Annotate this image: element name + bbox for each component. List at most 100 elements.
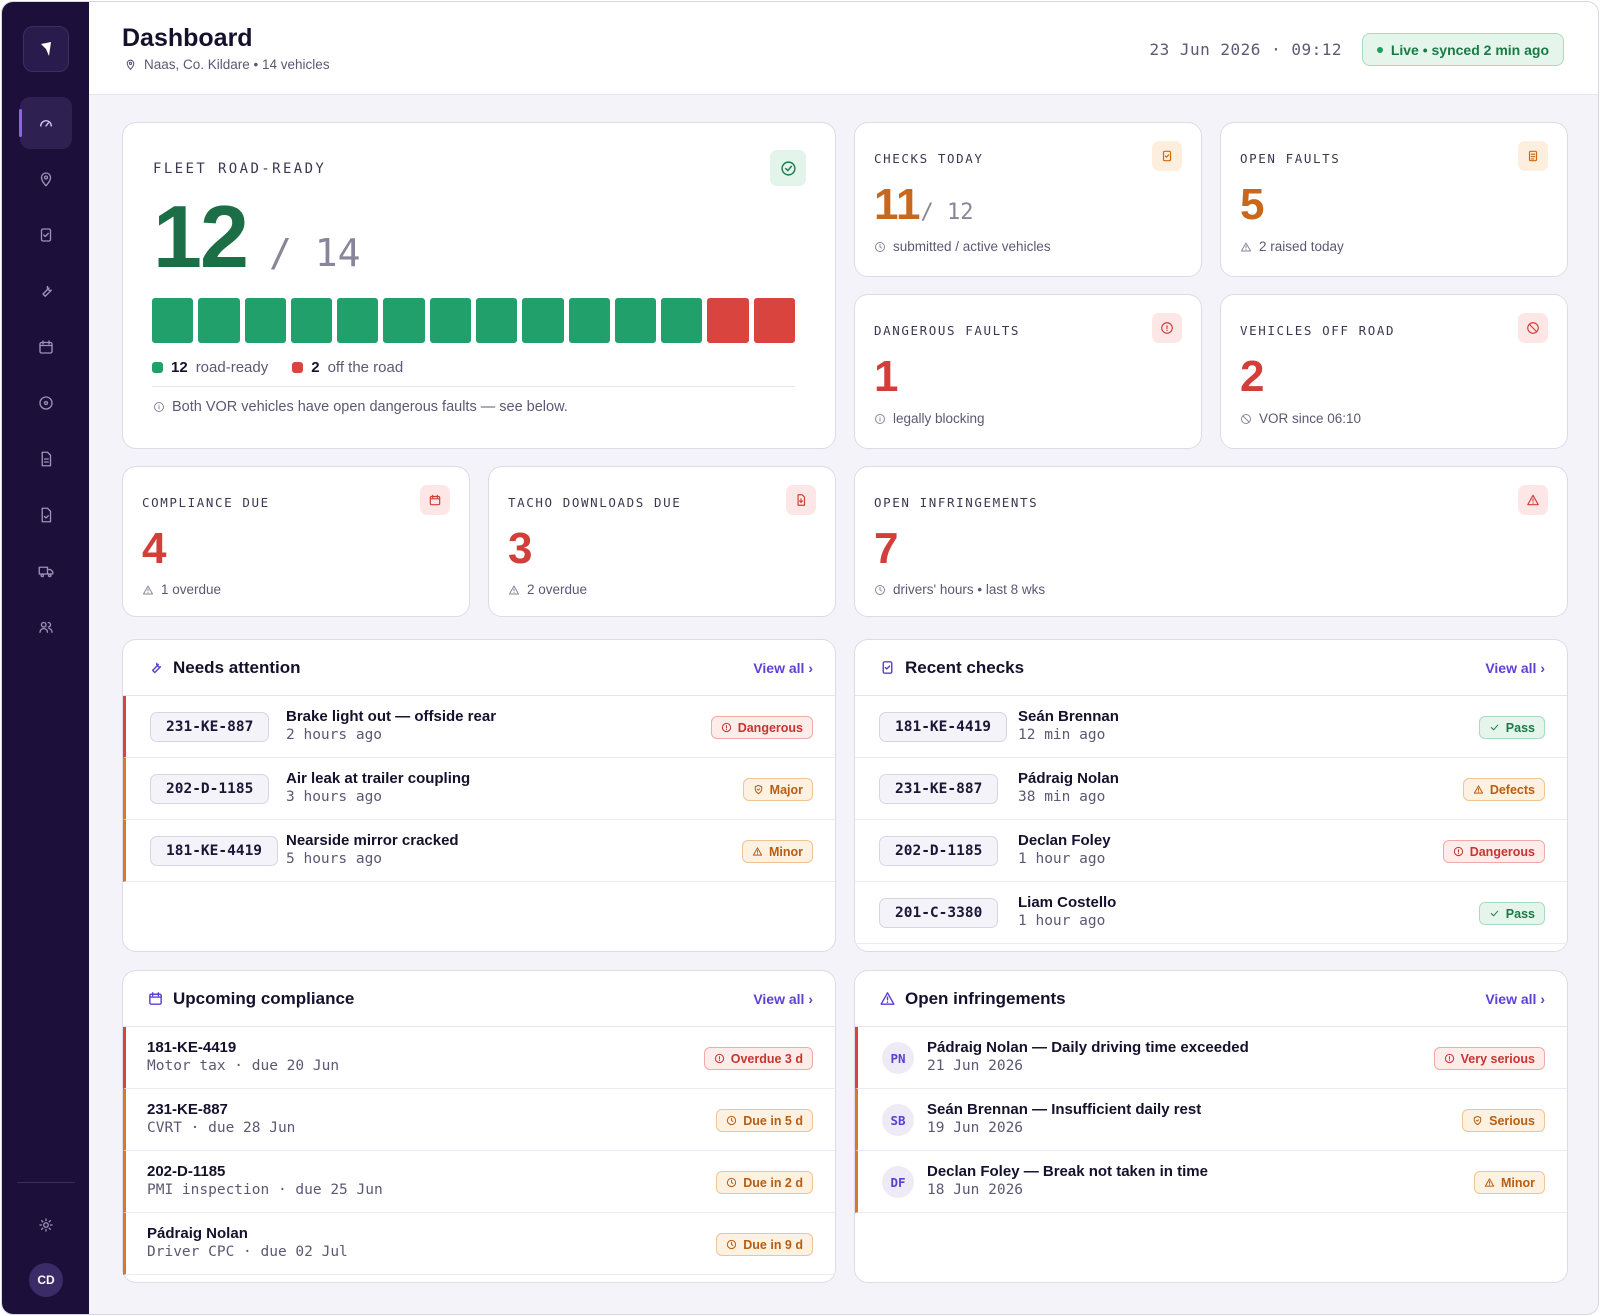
needs-attention-panel: Needs attention View all › 231-KE-887 Bra…: [122, 639, 836, 952]
nav-faults[interactable]: [20, 265, 72, 317]
nav-drivers[interactable]: [20, 601, 72, 653]
road-ready-note: Both VOR vehicles have open dangerous fa…: [153, 399, 568, 415]
row-subtitle: 2 hours ago: [286, 727, 383, 743]
infringement-row[interactable]: SB Seán Brennan — Insufficient daily rest…: [855, 1089, 1567, 1151]
open-infringements-card[interactable]: OPEN INFRINGEMENTS 7 drivers' hours • la…: [854, 466, 1568, 617]
app-logo[interactable]: [23, 26, 69, 72]
nav-checks[interactable]: [20, 209, 72, 261]
document-icon: [41, 451, 52, 467]
vehicle-segment-ready[interactable]: [198, 298, 240, 343]
infringement-row[interactable]: PN Pádraig Nolan — Daily driving time exc…: [855, 1027, 1567, 1089]
status-badge: Overdue 3 d: [703, 1047, 813, 1070]
row-title: Seán Brennan: [1018, 708, 1119, 725]
warning-triangle-icon: [1484, 1178, 1495, 1187]
checks-today-card[interactable]: CHECKS TODAY 11/ 12 submitted / active v…: [854, 122, 1202, 277]
infringements-value: 7: [874, 524, 899, 573]
open-faults-value: 5: [1240, 180, 1265, 229]
vehicle-plate[interactable]: 231-KE-887: [879, 774, 999, 804]
infringements-note-text: drivers' hours • last 8 wks: [893, 582, 1046, 597]
dangerous-faults-note-text: legally blocking: [893, 411, 985, 426]
clock-icon: [875, 241, 885, 252]
map-pin-icon: [126, 59, 135, 71]
sidebar-divider: [17, 1182, 75, 1183]
nav-reports[interactable]: [20, 489, 72, 541]
nav-documents[interactable]: [20, 433, 72, 485]
user-avatar[interactable]: CD: [29, 1263, 63, 1297]
tacho-label: TACHO DOWNLOADS DUE: [508, 495, 682, 510]
vehicle-plate[interactable]: 181-KE-4419: [879, 712, 1008, 742]
recent-checks-view-all[interactable]: View all ›: [1485, 660, 1545, 676]
compliance-row[interactable]: 181-KE-4419 Motor tax · due 20 Jun Overdue…: [123, 1027, 835, 1089]
nav-dashboard[interactable]: [19, 97, 72, 149]
vehicles-off-road-card[interactable]: VEHICLES OFF ROAD 2 VOR since 06:10: [1220, 294, 1568, 449]
vehicle-segment-ready[interactable]: [614, 298, 657, 343]
vehicle-segment-ready[interactable]: [522, 298, 564, 343]
info-icon: [154, 402, 164, 412]
needs-attention-view-all[interactable]: View all ›: [753, 660, 813, 676]
check-row[interactable]: 201-C-3380 Liam Costello 1 hour ago Pass: [855, 882, 1567, 944]
dangerous-faults-card[interactable]: DANGEROUS FAULTS 1 legally blocking: [854, 294, 1202, 449]
vehicle-plate[interactable]: 181-KE-4419: [150, 836, 279, 866]
row-subtitle: 18 Jun 2026: [927, 1182, 1024, 1198]
check-row[interactable]: 231-KE-887 Pádraig Nolan 38 min ago Defects: [855, 758, 1567, 820]
vehicle-segment-off-road[interactable]: [707, 298, 749, 343]
vehicle-segment-ready[interactable]: [475, 298, 518, 343]
compliance-due-card[interactable]: COMPLIANCE DUE 4 1 overdue: [122, 466, 470, 617]
nav-tachograph[interactable]: [20, 377, 72, 429]
check-row[interactable]: 181-KE-4419 Seán Brennan 12 min ago Pass: [855, 696, 1567, 758]
road-ready-bar: [152, 298, 795, 343]
status-badge-label: Very serious: [1460, 1051, 1535, 1066]
open-faults-card[interactable]: OPEN FAULTS 5 2 raised today: [1220, 122, 1568, 277]
compliance-due-value: 4: [142, 524, 167, 573]
compliance-row[interactable]: Pádraig Nolan Driver CPC · due 02 Jul Due …: [123, 1213, 835, 1275]
infringements-note: drivers' hours • last 8 wks: [874, 582, 1045, 597]
nav-calendar[interactable]: [20, 321, 72, 373]
vehicle-segment-ready[interactable]: [568, 298, 610, 343]
vehicle-plate[interactable]: 201-C-3380: [879, 898, 999, 928]
vehicle-plate[interactable]: 202-D-1185: [150, 774, 270, 804]
legend-ready-text: road-ready: [195, 359, 269, 376]
fault-row[interactable]: 231-KE-887 Brake light out — offside rear…: [123, 696, 835, 758]
check-row[interactable]: 202-D-1185 Declan Foley 1 hour ago Dangerou…: [855, 820, 1567, 882]
vehicle-segment-ready[interactable]: [152, 298, 194, 343]
compliance-row[interactable]: 231-KE-887 CVRT · due 28 Jun Due in 5 d: [123, 1089, 835, 1151]
tacho-downloads-card[interactable]: TACHO DOWNLOADS DUE 3 2 overdue: [488, 466, 836, 617]
info-icon: [875, 413, 885, 424]
vehicle-segment-ready[interactable]: [244, 298, 286, 343]
vehicle-segment-ready[interactable]: [429, 298, 471, 343]
status-badge: Dangerous: [710, 716, 813, 739]
checks-today-label: CHECKS TODAY: [874, 151, 984, 166]
status-badge-label: Due in 2 d: [743, 1175, 803, 1190]
logo-icon: [41, 42, 51, 56]
vehicle-segment-off-road[interactable]: [753, 298, 795, 343]
nav-settings[interactable]: [20, 1199, 72, 1251]
clock-icon: [875, 584, 885, 595]
fleet-road-ready-card[interactable]: FLEET ROAD-READY 12 / 14 12 road-ready 2…: [122, 122, 836, 449]
nav-map[interactable]: [20, 153, 72, 205]
compliance-row[interactable]: 202-D-1185 PMI inspection · due 25 Jun Due…: [123, 1151, 835, 1213]
vehicle-segment-ready[interactable]: [661, 298, 703, 343]
row-subtitle: 1 hour ago: [1018, 913, 1106, 929]
warning-triangle-icon: [752, 847, 763, 856]
vehicle-plate[interactable]: 202-D-1185: [879, 836, 999, 866]
vehicle-plate[interactable]: 231-KE-887: [150, 712, 270, 742]
needs-attention-title: Needs attention: [173, 658, 301, 677]
status-badge-label: Minor: [768, 844, 803, 859]
compliance-due-note-text: 1 overdue: [161, 582, 222, 597]
checks-today-note-text: submitted / active vehicles: [893, 239, 1051, 254]
fault-row[interactable]: 202-D-1185 Air leak at trailer coupling 3 …: [123, 758, 835, 820]
nav-vehicles[interactable]: [20, 545, 72, 597]
vehicle-segment-ready[interactable]: [337, 298, 379, 343]
infringement-row[interactable]: DF Declan Foley — Break not taken in time…: [855, 1151, 1567, 1213]
vehicle-segment-ready[interactable]: [290, 298, 333, 343]
upcoming-compliance-view-all[interactable]: View all ›: [753, 991, 813, 1007]
row-title: Seán Brennan — Insufficient daily rest: [927, 1101, 1202, 1118]
status-badge: Serious: [1462, 1109, 1545, 1132]
fault-row[interactable]: 181-KE-4419 Nearside mirror cracked 5 hour…: [123, 820, 835, 882]
row-subtitle: 19 Jun 2026: [927, 1120, 1024, 1136]
open-infringements-view-all[interactable]: View all ›: [1485, 991, 1545, 1007]
road-ready-count: 12: [153, 187, 249, 286]
warning-triangle-icon: [1527, 494, 1539, 506]
vehicle-segment-ready[interactable]: [383, 298, 425, 343]
clipboard-check-icon: [40, 228, 52, 242]
